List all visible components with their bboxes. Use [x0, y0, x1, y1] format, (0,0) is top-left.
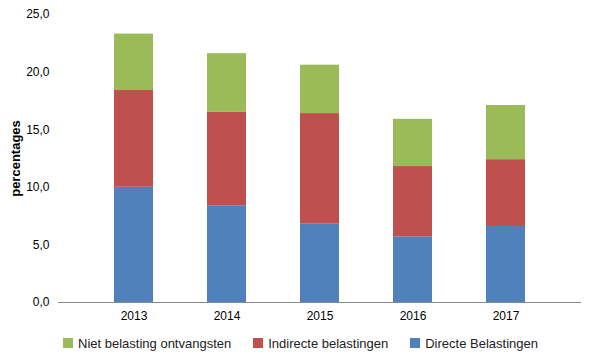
svg-text:2017: 2017 [493, 309, 520, 323]
svg-text:10,0: 10,0 [26, 180, 50, 194]
svg-text:20,0: 20,0 [26, 65, 50, 79]
svg-text:5,0: 5,0 [33, 238, 50, 252]
html-text:Niet belasting ontvangsten: Niet belasting ontvangsten [78, 335, 232, 351]
svg-text:2016: 2016 [400, 309, 427, 323]
html-text:Directe Belastingen: Directe Belastingen [425, 335, 538, 351]
svg-text:2013: 2013 [121, 309, 148, 323]
svg-text:25,0: 25,0 [26, 7, 50, 21]
svg-text:0,0: 0,0 [33, 295, 50, 309]
html-text:Indirecte belastingen: Indirecte belastingen [268, 335, 389, 351]
svg-text:15,0: 15,0 [26, 123, 50, 137]
svg-text:2014: 2014 [214, 309, 241, 323]
svg-text:2015: 2015 [307, 309, 334, 323]
svg-text:percentages: percentages [8, 120, 23, 197]
